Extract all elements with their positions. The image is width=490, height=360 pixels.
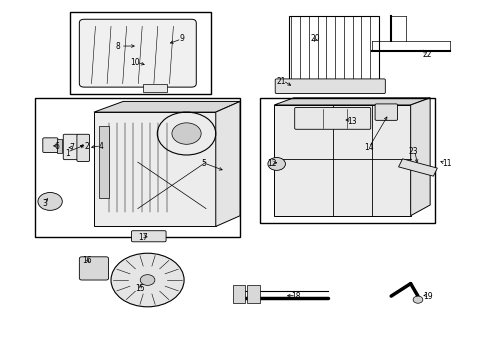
Bar xyxy=(247,285,260,303)
Polygon shape xyxy=(274,98,430,105)
Bar xyxy=(70,12,211,94)
Text: 6: 6 xyxy=(55,141,60,150)
Text: 5: 5 xyxy=(201,159,206,168)
Text: 15: 15 xyxy=(135,284,145,293)
FancyBboxPatch shape xyxy=(77,134,90,161)
FancyBboxPatch shape xyxy=(79,257,109,280)
Circle shape xyxy=(172,123,201,144)
Circle shape xyxy=(111,253,184,307)
Text: 20: 20 xyxy=(311,35,320,44)
Text: 8: 8 xyxy=(116,41,121,50)
Text: 1: 1 xyxy=(65,149,70,158)
FancyBboxPatch shape xyxy=(294,108,371,129)
Polygon shape xyxy=(411,98,430,216)
Bar xyxy=(289,16,379,80)
Polygon shape xyxy=(216,102,240,226)
Bar xyxy=(35,98,240,237)
Text: 13: 13 xyxy=(347,117,357,126)
FancyBboxPatch shape xyxy=(131,231,166,242)
Circle shape xyxy=(38,193,62,210)
FancyBboxPatch shape xyxy=(63,134,78,159)
Circle shape xyxy=(413,296,423,303)
Text: 23: 23 xyxy=(408,147,418,156)
FancyBboxPatch shape xyxy=(43,138,58,153)
Bar xyxy=(143,84,167,93)
Text: 14: 14 xyxy=(365,143,374,152)
Text: 11: 11 xyxy=(442,159,452,168)
Text: 22: 22 xyxy=(423,50,433,59)
FancyBboxPatch shape xyxy=(275,79,385,94)
Polygon shape xyxy=(274,105,411,216)
FancyBboxPatch shape xyxy=(79,19,196,87)
Text: 2: 2 xyxy=(84,141,89,150)
Polygon shape xyxy=(99,126,109,198)
Bar xyxy=(57,139,62,153)
Text: 7: 7 xyxy=(70,143,74,152)
Text: 12: 12 xyxy=(267,159,276,168)
Text: 19: 19 xyxy=(423,292,433,301)
Circle shape xyxy=(140,275,155,285)
Text: 21: 21 xyxy=(277,77,286,86)
Polygon shape xyxy=(398,159,438,176)
Text: 3: 3 xyxy=(43,199,48,208)
Text: 16: 16 xyxy=(82,256,92,265)
Polygon shape xyxy=(94,112,216,226)
Circle shape xyxy=(268,157,286,170)
Bar xyxy=(233,285,245,303)
FancyBboxPatch shape xyxy=(375,104,397,120)
Text: 17: 17 xyxy=(138,233,147,242)
Text: 10: 10 xyxy=(130,58,140,67)
Text: 18: 18 xyxy=(292,292,301,301)
Polygon shape xyxy=(94,102,240,112)
Text: 9: 9 xyxy=(179,35,184,44)
Bar xyxy=(260,98,435,223)
Text: 4: 4 xyxy=(99,141,104,150)
